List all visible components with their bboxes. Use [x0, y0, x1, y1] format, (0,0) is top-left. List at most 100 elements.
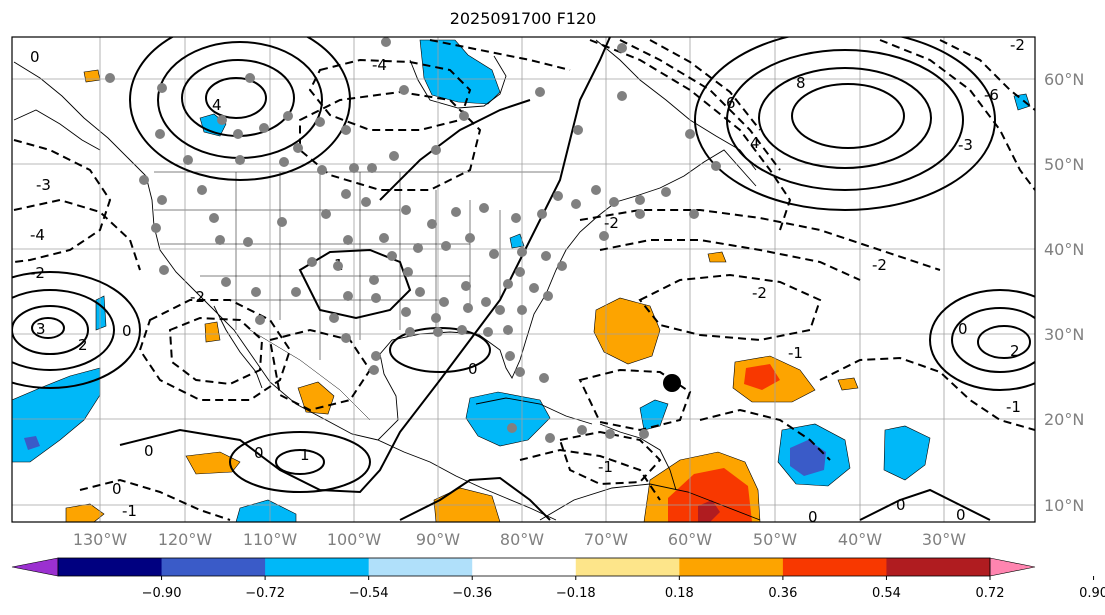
contour-neg-mexico-2: [168, 316, 264, 386]
contour-neg-atl-east: [879, 39, 1035, 191]
map-area: [12, 37, 1035, 522]
contour-label: 0: [808, 508, 818, 526]
positive-anomaly-small3: [837, 377, 859, 391]
political-borders: [154, 171, 560, 421]
contour-zero-east: [859, 488, 991, 521]
colorbar-tick-label: 0.90: [1079, 586, 1105, 601]
contour-label: -1: [122, 502, 137, 520]
lon-label: 120°W: [158, 530, 213, 549]
graticule: [12, 37, 1035, 522]
contour-label: -6: [984, 86, 999, 104]
contour-high-east-2: [951, 307, 1035, 373]
contour-high-east-1: [929, 289, 1035, 391]
contour-neg-mid-south: [699, 408, 831, 461]
colorbar-tick-label: −0.36: [452, 586, 492, 601]
lat-label: 10°N: [1044, 496, 1084, 515]
coast-central-america: [377, 439, 557, 521]
positive-anomaly-pac1: [185, 451, 241, 475]
lon-label: 30°W: [922, 530, 966, 549]
contour-neg-carib-1: [578, 368, 692, 432]
contour-zero-ridge: [298, 248, 412, 320]
contour-neg-midatl-2: [599, 239, 861, 281]
contour-label: -2: [1010, 36, 1025, 54]
contour-high-alaska-4: [205, 77, 267, 119]
contour-label: -2: [190, 288, 205, 306]
contour-neg-mexico-3: [268, 328, 372, 412]
colorbar-tick-label: −0.18: [556, 586, 596, 601]
contour-neg-greenland-3: [649, 39, 761, 131]
contour-label: 0: [896, 496, 906, 514]
contour-label: 4: [212, 96, 222, 114]
lon-label: 80°W: [500, 530, 544, 549]
contour-label: -1: [598, 458, 613, 476]
colorbar-tick-label: −0.54: [349, 586, 389, 601]
positive-anomaly-small1: [83, 69, 101, 83]
contour-label: 2: [78, 336, 88, 354]
colorbar-cell: [886, 558, 991, 576]
contour-label: 0: [956, 506, 966, 524]
negative-anomaly-small4: [509, 233, 525, 249]
colorbar: −0.90 −0.72 −0.54 −0.36 −0.18 0.18 0.36 0.54 0.7…: [11, 557, 1105, 601]
negative-contours: [13, 39, 1035, 521]
lon-label: 50°W: [753, 530, 797, 549]
positive-anomaly-tropic-core2: [698, 500, 720, 522]
contour-neg-carib-2: [558, 430, 662, 486]
contour-label: -4: [30, 226, 45, 244]
contour-neg-tropic-w: [519, 448, 661, 501]
map-title: 2025091700 F120: [449, 9, 597, 28]
storm-marker: [663, 374, 681, 392]
contour-label: 0: [30, 48, 40, 66]
contour-high-atlantic-1: [694, 37, 996, 211]
lon-label: 40°W: [838, 530, 882, 549]
contour-zero-sw: [399, 476, 551, 521]
contour-label: 6: [726, 94, 736, 112]
contour-neg-midatl-3: [579, 209, 941, 271]
contour-labels: 8 6 4 4 3 2 0 2 0 1 0 0 0 0 1 -2 -2 -1 -…: [30, 36, 1025, 526]
map-frame: [11, 36, 1036, 523]
contour-neg-midatl-1: [638, 273, 822, 342]
lon-label: 100°W: [327, 530, 382, 549]
colorbar-cell: [368, 558, 473, 576]
station-dots: [105, 37, 721, 443]
negative-anomaly-small3: [95, 295, 107, 331]
contour-neg-canada-1: [299, 90, 482, 191]
contour-high-atlantic-4: [791, 83, 905, 149]
lon-label: 110°W: [243, 530, 298, 549]
lat-label: 40°N: [1044, 240, 1084, 259]
contour-label: 0: [144, 442, 154, 460]
contour-zero-main: [119, 37, 611, 494]
contour-neg-north-mid: [429, 39, 571, 71]
contour-zero-north: [379, 99, 531, 201]
lon-label: 70°W: [584, 530, 628, 549]
colorbar-tick-label: −0.90: [142, 586, 182, 601]
lat-label: 30°N: [1044, 325, 1084, 344]
contour-south-2: [275, 449, 325, 475]
colorbar-tick-label: 0.36: [768, 586, 797, 601]
colorbar-tick-label: 0.18: [665, 586, 694, 601]
contour-label: -3: [958, 136, 973, 154]
contour-label: 8: [796, 74, 806, 92]
lon-label: 90°W: [416, 530, 460, 549]
contour-label: -2: [872, 256, 887, 274]
positive-anomaly-bermuda: [593, 297, 661, 365]
colorbar-tick-label: −0.72: [245, 586, 285, 601]
positive-anomaly-mid-core: [744, 364, 780, 390]
negative-anomaly-east: [883, 425, 931, 481]
colorbar-cell: [472, 558, 577, 576]
contour-high-alaska-1: [129, 37, 351, 181]
positive-anomaly-small4: [707, 251, 727, 263]
colorbar-cell: [58, 558, 163, 576]
colorbar-cell: [782, 558, 887, 576]
contour-neg-atl-east-2: [939, 39, 1035, 111]
contour-label: -3: [36, 176, 51, 194]
contour-label: -2: [604, 214, 619, 232]
contour-label: 0: [468, 360, 478, 378]
longitude-labels: 130°W 120°W 110°W 100°W 90°W 80°W 70°W 6…: [73, 530, 966, 549]
contour-high-east-3: [977, 325, 1031, 359]
colorbar-max-extend: [989, 557, 1036, 577]
lon-label: 130°W: [73, 530, 128, 549]
anomaly-shading: [12, 39, 1031, 522]
contour-neg-alaska: [13, 139, 112, 263]
contour-label: -1: [1006, 398, 1021, 416]
contour-label: 1: [300, 446, 310, 464]
